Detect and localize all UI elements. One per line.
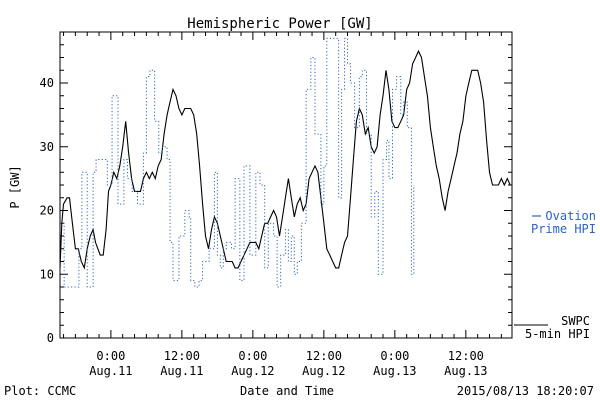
series-swpc-line (59, 49, 511, 270)
y-tick-label: 30 (40, 140, 54, 154)
legend-swpc-label-line2: 5-min HPI (525, 327, 590, 341)
plot-timestamp: 2015/08/13 18:20:07 (457, 384, 594, 398)
series-ovation-line (60, 37, 415, 288)
x-tick-time-label: 0:00 (96, 349, 125, 363)
y-tick-label: 10 (40, 267, 54, 281)
x-tick-date-label: Aug.13 (444, 364, 487, 378)
legend-swpc-label: SWPC (561, 314, 590, 328)
legend-ovation-label: Ovation (545, 209, 596, 223)
x-tick-time-label: 12:00 (164, 349, 200, 363)
x-tick-date-label: Aug.12 (231, 364, 274, 378)
y-axis-label: P [GW] (8, 165, 22, 208)
x-tick-time-label: 0:00 (238, 349, 267, 363)
x-tick-time-label: 0:00 (380, 349, 409, 363)
x-tick-date-label: Aug.12 (302, 364, 345, 378)
y-tick-label: 20 (40, 204, 54, 218)
x-axis-label: Date and Time (240, 384, 334, 398)
y-tick-label: 0 (47, 331, 54, 345)
x-tick-date-label: Aug.13 (373, 364, 416, 378)
legend: Ovation Prime HPI SWPC 5-min HPI (514, 209, 596, 341)
plot-frame (59, 31, 513, 339)
x-tick-time-label: 12:00 (306, 349, 342, 363)
x-tick-date-label: Aug.11 (89, 364, 132, 378)
legend-ovation-label-line2: Prime HPI (531, 222, 596, 236)
plot-credit: Plot: CCMC (4, 384, 76, 398)
chart-title: Hemispheric Power [GW] (187, 16, 372, 32)
x-tick-date-label: Aug.11 (160, 364, 203, 378)
y-tick-label: 40 (40, 76, 54, 90)
x-tick-time-label: 12:00 (448, 349, 484, 363)
